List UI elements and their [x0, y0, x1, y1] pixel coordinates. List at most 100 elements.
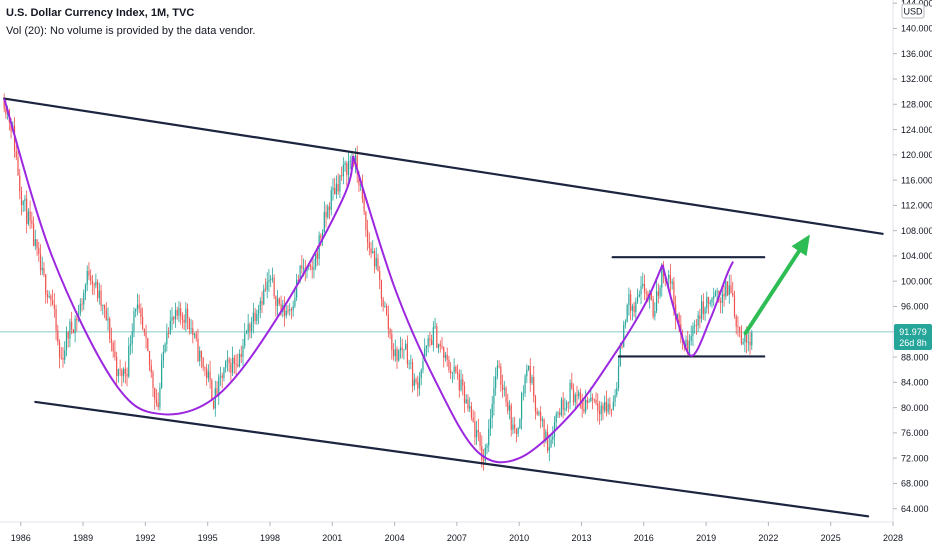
time-tick-label: 1995 [198, 533, 218, 543]
candle-body [368, 242, 370, 249]
candle-body [135, 309, 137, 312]
candle-body [328, 206, 331, 210]
candle-body [671, 281, 673, 284]
candle-body [657, 291, 659, 296]
candle-body [100, 290, 102, 306]
candle-body [598, 410, 601, 415]
candle-body [200, 350, 203, 358]
candle-body [591, 397, 594, 400]
candle-body [394, 349, 396, 357]
candle-body [244, 333, 246, 346]
candle-body [711, 298, 713, 303]
candle-body [437, 344, 440, 348]
cup-arc[interactable] [661, 261, 734, 357]
candle-body [141, 317, 144, 329]
candle-body [173, 317, 175, 320]
candle-body [612, 401, 614, 410]
candle-body [263, 288, 265, 305]
candle-body [522, 393, 524, 394]
bar-countdown: 26d 8h [899, 338, 927, 348]
candle-body [271, 277, 274, 280]
candle-body [610, 409, 613, 411]
candle-body [482, 460, 485, 462]
candle-body [685, 339, 687, 346]
candle-body [623, 324, 625, 348]
candle-body [231, 357, 234, 373]
candle-body [609, 403, 611, 410]
candle-body [380, 280, 383, 299]
candle-body [431, 340, 433, 345]
candle-body [147, 338, 149, 352]
candle-body [469, 406, 471, 409]
candle-body [630, 294, 632, 311]
candle-body [742, 342, 744, 344]
candle-body [268, 279, 270, 282]
candle-body [626, 305, 628, 322]
candle-body [178, 308, 180, 316]
candle-body [427, 338, 429, 346]
candle-body [455, 366, 457, 372]
cup-arc[interactable] [352, 155, 664, 464]
candle-body [26, 198, 28, 224]
candle-body [91, 280, 94, 285]
candle-body [514, 424, 516, 429]
candle-body [386, 306, 388, 315]
breakout-arrow-head[interactable] [791, 234, 810, 257]
candle-body [372, 251, 374, 254]
candle-body [157, 402, 159, 408]
candle-body [72, 329, 74, 334]
candle-body [152, 372, 154, 388]
candle-body [27, 211, 29, 224]
candle-body [728, 285, 730, 296]
candle-body [128, 346, 130, 377]
candle-body [740, 330, 743, 344]
candle-body [5, 108, 7, 115]
price-axis[interactable]: 144.000140.000136.000132.000128.000124.0… [893, 0, 932, 514]
candle-body [505, 388, 507, 403]
candle-body [197, 338, 199, 362]
candle-body [479, 432, 481, 447]
candle-body [22, 201, 24, 206]
candle-body [448, 359, 450, 371]
candle-body [422, 361, 424, 371]
candle-body [337, 183, 339, 192]
time-tick-label: 2013 [571, 533, 591, 543]
candle-body [36, 239, 38, 249]
candle-body [209, 371, 211, 381]
candle-body [538, 412, 540, 415]
candle-body [15, 151, 17, 158]
candle-body [508, 405, 511, 411]
candle-body [98, 290, 100, 299]
candle-body [548, 447, 550, 451]
candle-body [365, 211, 367, 230]
candle-body [43, 267, 45, 275]
candle-body [714, 292, 717, 296]
currency-box[interactable] [901, 3, 925, 19]
candle-body [636, 296, 639, 302]
candle-body [192, 328, 194, 335]
price-tick-label: 80.000 [901, 403, 929, 413]
candle-body [273, 277, 275, 297]
candle-body [486, 445, 488, 448]
candle-body [122, 368, 125, 377]
candle-body [659, 287, 661, 296]
candle-body [216, 388, 218, 397]
candle-body [463, 385, 466, 404]
candle-body [410, 362, 412, 364]
time-axis[interactable]: 1986 1989 1992 1995 1998 2001 2004 2007 2010 2013… [11, 522, 903, 543]
price-tick-label: 120.000 [901, 150, 932, 160]
trend-line[interactable] [3, 97, 884, 235]
candle-body [361, 184, 363, 199]
candle-body [700, 301, 703, 319]
candle-body [97, 281, 99, 299]
candle-body [732, 292, 734, 296]
candle-body [17, 157, 19, 176]
candle-body [207, 371, 209, 379]
candle-body [751, 331, 753, 346]
price-tick-label: 140.000 [901, 24, 932, 34]
cup-arc[interactable] [3, 98, 355, 416]
trend-line[interactable] [34, 400, 870, 518]
breakout-arrow-shaft[interactable] [743, 249, 801, 336]
candle-body [585, 400, 587, 412]
